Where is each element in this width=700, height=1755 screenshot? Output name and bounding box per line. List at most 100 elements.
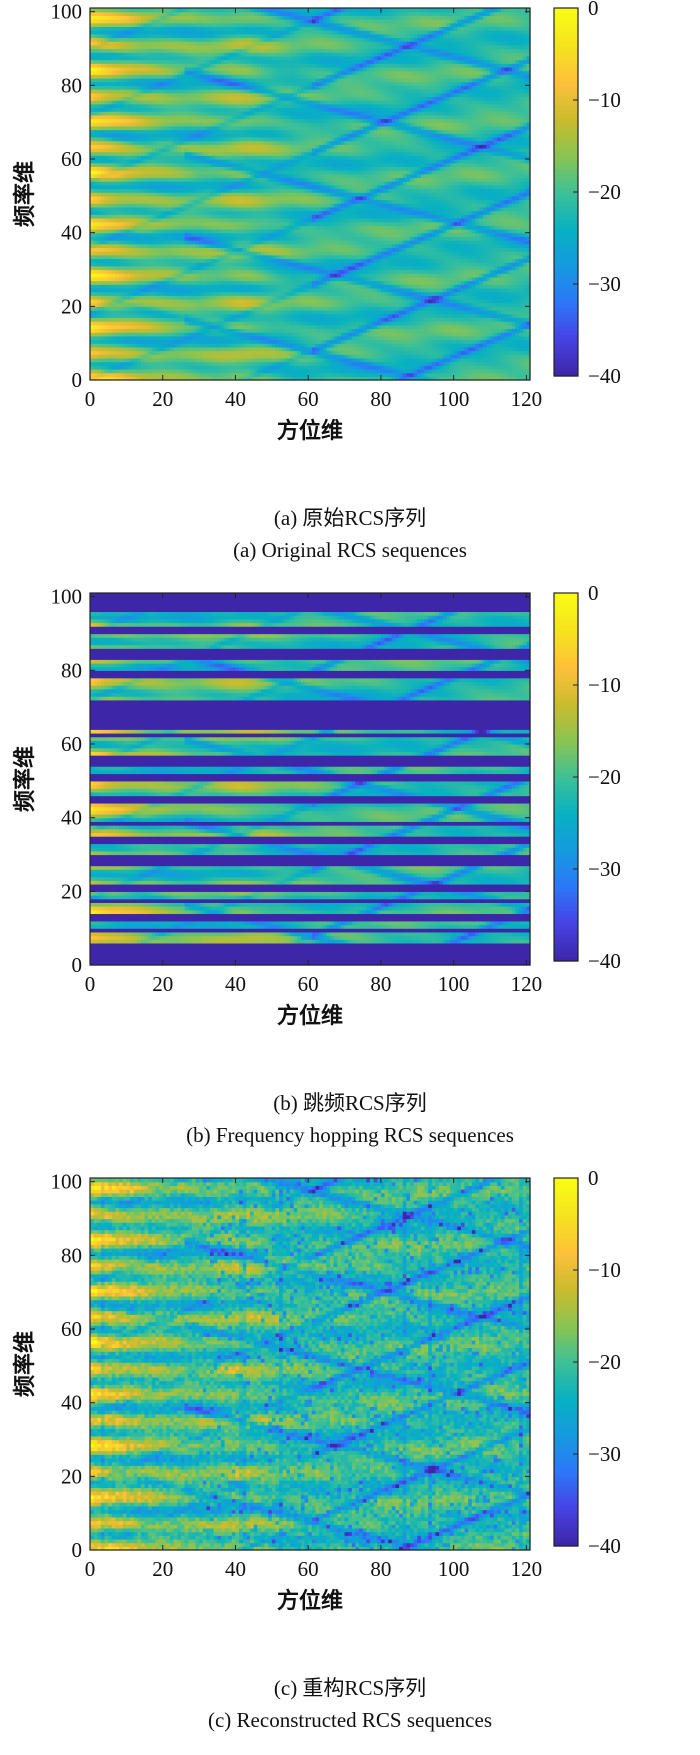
- heatmap-cell: [144, 240, 149, 245]
- heatmap-cell: [450, 310, 455, 315]
- heatmap-cell: [297, 350, 302, 355]
- heatmap-cell: [311, 313, 317, 318]
- heatmap-cell: [308, 321, 313, 326]
- heatmap-cell: [170, 324, 175, 330]
- heatmap-cell: [170, 361, 175, 366]
- heatmap-cell: [224, 354, 229, 359]
- heatmap-cell: [344, 243, 349, 248]
- heatmap-cell: [377, 251, 382, 256]
- heatmap-cell: [111, 291, 117, 296]
- heatmap-cell: [184, 280, 189, 285]
- heatmap-cell: [344, 328, 349, 333]
- heatmap-cell: [471, 262, 477, 267]
- heatmap-cell: [388, 365, 393, 370]
- heatmap-cell: [271, 350, 277, 355]
- heatmap-cell: [366, 251, 371, 256]
- heatmap-cell: [326, 280, 331, 285]
- heatmap-cell: [290, 332, 295, 337]
- heatmap-cell: [351, 240, 357, 245]
- heatmap-cell: [351, 284, 357, 289]
- heatmap-cell: [133, 328, 138, 333]
- heatmap-cell: [420, 339, 426, 344]
- heatmap-cell: [471, 372, 477, 377]
- heatmap-cell: [217, 265, 222, 271]
- heatmap-cell: [231, 287, 237, 293]
- heatmap-cell: [144, 291, 149, 296]
- heatmap-cell: [224, 291, 229, 296]
- heatmap-cell: [253, 236, 258, 241]
- heatmap-cell: [293, 265, 298, 271]
- heatmap-cell: [239, 335, 244, 341]
- heatmap-cell: [330, 236, 335, 241]
- heatmap-cell: [93, 350, 98, 355]
- heatmap-cell: [115, 350, 120, 355]
- heatmap-cell: [257, 276, 262, 282]
- heatmap-cell: [490, 273, 495, 278]
- heatmap-cell: [490, 346, 495, 352]
- heatmap-cell: [108, 243, 113, 248]
- heatmap-cell: [370, 254, 375, 260]
- heatmap-cell: [271, 328, 277, 333]
- heatmap-cell: [515, 273, 520, 278]
- heatmap-cell: [170, 306, 175, 311]
- heatmap-cell: [293, 273, 298, 278]
- heatmap-cell: [148, 225, 153, 230]
- heatmap-cell: [457, 372, 462, 377]
- heatmap-cell: [231, 295, 237, 300]
- heatmap-cell: [290, 295, 295, 300]
- heatmap-cell: [428, 310, 433, 315]
- heatmap-cell: [224, 247, 229, 252]
- heatmap-cell: [355, 324, 360, 330]
- heatmap-cell: [224, 258, 229, 263]
- heatmap-cell: [104, 284, 109, 289]
- heatmap-cell: [166, 354, 171, 359]
- heatmap-cell: [133, 376, 138, 381]
- heatmap-cell: [90, 306, 95, 311]
- heatmap-cell: [370, 306, 375, 311]
- heatmap-cell: [275, 339, 280, 344]
- heatmap-cell: [279, 357, 284, 363]
- heatmap-cell: [180, 269, 186, 274]
- heatmap-cell: [417, 361, 422, 366]
- heatmap-cell: [464, 287, 469, 293]
- heatmap-cell: [420, 324, 426, 330]
- heatmap-cell: [100, 335, 106, 341]
- heatmap-cell: [515, 247, 520, 252]
- heatmap-cell: [239, 262, 244, 267]
- heatmap-cell: [464, 343, 469, 348]
- heatmap-cell: [224, 306, 229, 311]
- heatmap-cell: [457, 247, 462, 252]
- heatmap-cell: [246, 228, 251, 234]
- heatmap-cell: [428, 365, 433, 370]
- heatmap-cell: [275, 276, 280, 282]
- heatmap-cells: [90, 8, 531, 381]
- heatmap-cell: [173, 321, 178, 326]
- heatmap-cell: [122, 357, 127, 363]
- heatmap-cell: [446, 302, 451, 307]
- heatmap-cell: [457, 287, 462, 293]
- heatmap-cell: [479, 372, 484, 377]
- heatmap-cell: [133, 335, 138, 341]
- heatmap-cell: [410, 262, 415, 267]
- heatmap-cell: [355, 251, 360, 256]
- heatmap-cell: [417, 295, 422, 300]
- heatmap-cell: [511, 332, 517, 337]
- heatmap-cell: [355, 306, 360, 311]
- heatmap-cell: [293, 343, 298, 348]
- heatmap-cell: [370, 365, 375, 370]
- heatmap-cell: [257, 357, 262, 363]
- heatmap-cell: [515, 265, 520, 271]
- heatmap-cell: [479, 243, 484, 248]
- heatmap-cell: [166, 339, 171, 344]
- heatmap-cell: [144, 346, 149, 352]
- heatmap-cell: [420, 361, 426, 366]
- heatmap-cell: [111, 236, 117, 241]
- heatmap-cell: [282, 372, 287, 377]
- heatmap-cell: [410, 232, 415, 237]
- heatmap-cell: [471, 236, 477, 241]
- heatmap-cell: [373, 365, 378, 370]
- heatmap-cell: [253, 284, 258, 289]
- heatmap-cell: [453, 357, 458, 363]
- heatmap-cell: [300, 295, 306, 300]
- heatmap-cell: [504, 365, 509, 370]
